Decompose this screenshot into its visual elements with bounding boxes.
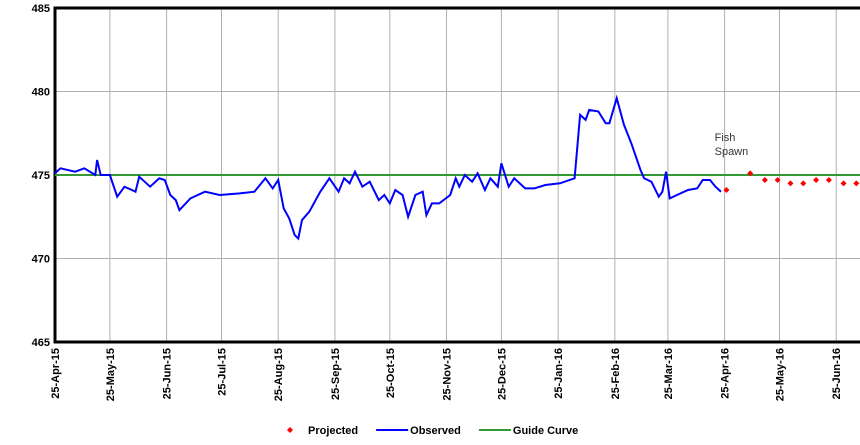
- data-point: [723, 187, 730, 194]
- y-tick-label: 485: [32, 3, 50, 15]
- series-line: [54, 94, 722, 241]
- y-tick-label: 470: [32, 254, 50, 266]
- x-tick-label: 25-Aug-15: [273, 348, 285, 401]
- x-tick-label: 25-Apr-16: [720, 348, 732, 399]
- data-point: [840, 180, 847, 187]
- annotation-line: Fish: [715, 132, 736, 144]
- y-tick-label: 465: [32, 337, 50, 349]
- x-tick-label: 25-Oct-15: [385, 348, 397, 398]
- legend-swatch: [287, 427, 293, 433]
- data-point: [853, 180, 860, 187]
- x-tick-label: 25-Dec-15: [496, 348, 508, 400]
- x-tick-label: 25-Jun-15: [162, 348, 174, 399]
- y-tick-label: 475: [32, 170, 50, 182]
- legend-label: Observed: [410, 425, 461, 437]
- x-tick-label: 25-Apr-15: [50, 348, 62, 399]
- legend-item: Observed: [376, 425, 461, 437]
- x-tick-label: 25-May-16: [775, 348, 787, 401]
- legend-label: Projected: [308, 425, 358, 437]
- legend-item: Projected: [287, 425, 358, 437]
- data-point: [761, 177, 768, 184]
- y-tick-label: 480: [32, 87, 50, 99]
- data-point: [787, 180, 794, 187]
- legend-item: Guide Curve: [478, 425, 578, 437]
- x-tick-label: 25-Sep-15: [330, 348, 342, 400]
- data-point: [813, 177, 820, 184]
- x-tick-label: 25-Jan-16: [553, 348, 565, 399]
- data-point: [747, 170, 754, 177]
- x-tick-label: 25-Mar-16: [663, 348, 675, 399]
- x-tick-label: 25-Jul-15: [216, 348, 228, 396]
- x-tick-label: 25-Feb-16: [610, 348, 622, 399]
- annotation-line: Spawn: [715, 146, 749, 158]
- x-tick-label: 25-Nov-15: [442, 348, 454, 401]
- annotation: Fish Spawn: [715, 132, 749, 158]
- x-tick-label: 25-May-15: [105, 348, 117, 401]
- legend-label: Guide Curve: [513, 425, 578, 437]
- x-tick-label: 25-Jun-16: [831, 348, 843, 399]
- data-point: [800, 180, 807, 187]
- data-point: [774, 177, 781, 184]
- data-point: [825, 177, 832, 184]
